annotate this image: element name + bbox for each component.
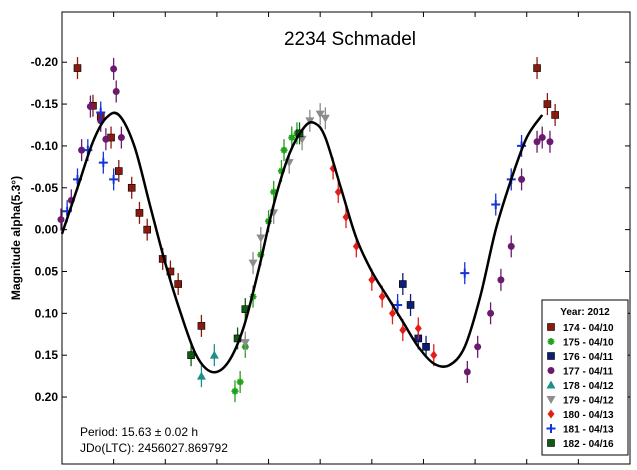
data-point [544,101,551,108]
data-point [534,65,541,72]
legend-marker [548,324,555,331]
data-point [118,134,125,141]
data-point [508,243,515,250]
legend-marker [548,338,555,345]
legend-title: Year: 2012 [560,307,610,318]
y-tick-label: 0.10 [35,306,59,320]
legend-marker [548,440,555,447]
data-point [102,136,109,143]
chart-title: 2234 Schmadel [284,29,416,50]
y-tick-label: 0.05 [35,264,59,278]
data-point [136,209,143,216]
y-tick-label: -0.15 [31,97,59,111]
data-point [539,134,546,141]
legend: Year: 2012 174 - 04/10 175 - 04/10 176 - 0… [542,300,628,455]
period-annotation: Period: 15.63 ± 0.02 h [80,425,198,439]
data-point [464,368,471,375]
epoch-annotation: JDo(LTC): 2456027.869792 [80,441,228,455]
legend-marker [548,353,555,360]
legend-label: 177 - 04/11 [563,367,613,378]
data-point [74,65,81,72]
y-tick-label: 0.00 [35,223,59,237]
data-point [399,281,406,288]
y-tick-label: -0.10 [31,139,59,153]
legend-label: 178 - 04/12 [563,381,614,392]
data-point [518,176,525,183]
data-point [175,281,182,288]
legend-label: 175 - 04/10 [563,338,614,349]
data-point [474,343,481,350]
data-point [552,111,559,118]
data-point [487,310,494,317]
data-point [87,103,94,110]
legend-label: 179 - 04/12 [563,396,614,407]
data-point [423,343,430,350]
y-tick-label: -0.20 [31,55,59,69]
y-axis-label: Magnitude alpha(5.3°) [9,176,23,300]
legend-label: 174 - 04/10 [563,323,614,334]
data-point [57,216,64,223]
data-point [546,138,553,145]
legend-marker [548,367,555,374]
data-point [188,352,195,359]
data-point [113,88,120,95]
data-point [115,168,122,175]
legend-label: 176 - 04/11 [563,352,613,363]
y-tick-label: 0.15 [35,348,59,362]
data-point [198,322,205,329]
data-point [497,276,504,283]
y-tick-label: 0.20 [35,390,59,404]
legend-label: 182 - 04/16 [563,439,614,450]
data-point [144,226,151,233]
legend-label: 180 - 04/13 [563,410,614,421]
data-point [407,301,414,308]
data-point [237,378,244,385]
data-point [110,65,117,72]
legend-label: 181 - 04/13 [563,425,614,436]
data-point [128,184,135,191]
y-tick-label: -0.05 [31,181,59,195]
